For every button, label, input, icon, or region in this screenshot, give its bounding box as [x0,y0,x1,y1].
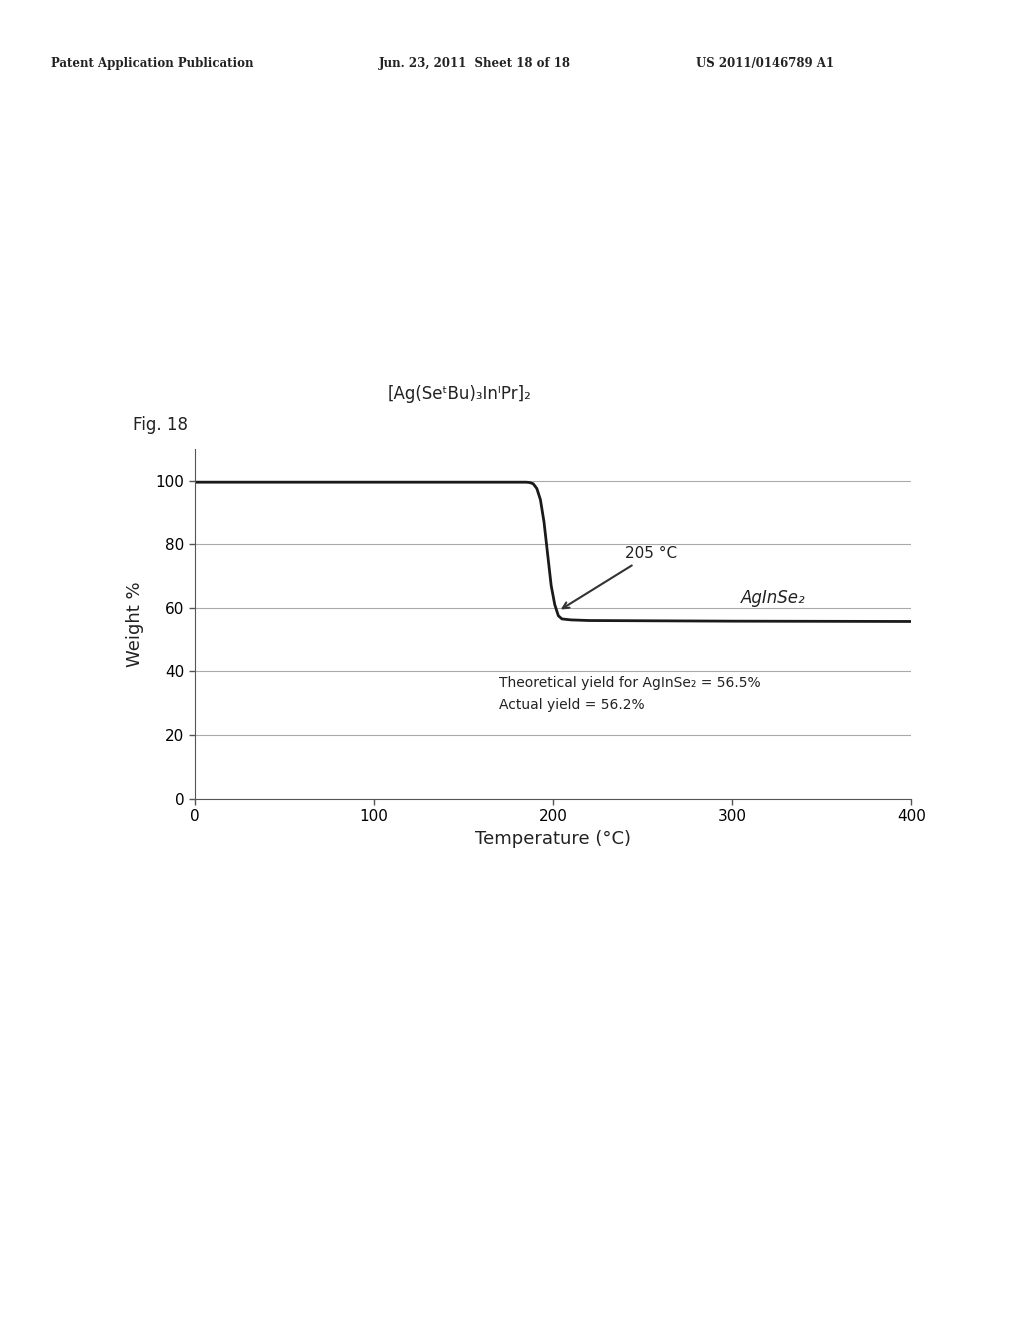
Text: Jun. 23, 2011  Sheet 18 of 18: Jun. 23, 2011 Sheet 18 of 18 [379,57,571,70]
Text: Patent Application Publication: Patent Application Publication [51,57,254,70]
Text: Theoretical yield for AgInSe₂ = 56.5%
Actual yield = 56.2%: Theoretical yield for AgInSe₂ = 56.5% Ac… [500,676,761,711]
Text: 205 °C: 205 °C [562,546,677,609]
Text: US 2011/0146789 A1: US 2011/0146789 A1 [696,57,835,70]
Text: [Ag(SeᵗBu)₃InᴵPr]₂: [Ag(SeᵗBu)₃InᴵPr]₂ [388,385,532,404]
Text: Fig. 18: Fig. 18 [133,416,188,434]
Text: AgInSe₂: AgInSe₂ [741,589,806,607]
X-axis label: Temperature (°C): Temperature (°C) [475,829,631,847]
Y-axis label: Weight %: Weight % [126,581,144,667]
